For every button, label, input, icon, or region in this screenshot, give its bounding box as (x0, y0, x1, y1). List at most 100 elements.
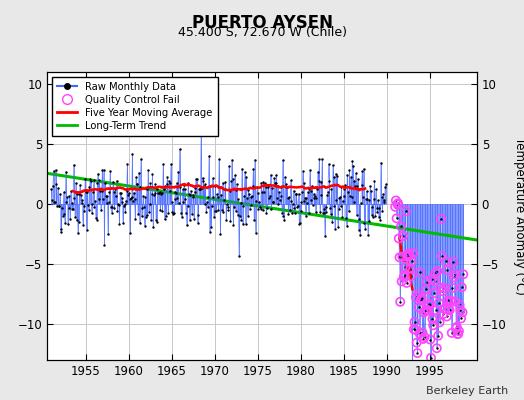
Point (192, 175, 200, 182)
Point (105, 199, 113, 205)
Point (432, 307, 440, 313)
Point (294, 191, 303, 197)
Point (349, 163, 357, 170)
Point (110, 189, 118, 195)
Point (401, 264, 409, 270)
Point (312, 194, 321, 201)
Point (436, 284, 444, 291)
Point (173, 194, 182, 201)
Point (64, 220, 72, 227)
Point (421, 308, 430, 314)
Point (302, 195, 311, 202)
Point (70, 195, 79, 202)
Point (330, 174, 338, 180)
Point (76, 182, 84, 188)
Point (394, 200, 402, 206)
Point (404, 250, 412, 257)
Point (114, 201, 122, 207)
Point (398, 254, 407, 260)
Point (194, 212, 202, 218)
Point (262, 210, 270, 216)
Point (208, 203, 216, 210)
Point (424, 307, 432, 314)
Point (146, 180, 155, 186)
Point (176, 146, 184, 152)
Point (371, 212, 379, 219)
Point (56, 190, 64, 197)
Point (98, 167, 106, 174)
Point (221, 186, 229, 192)
Point (391, 204, 399, 210)
Point (418, 294, 426, 301)
Point (342, 222, 351, 229)
Point (91, 198, 100, 204)
Point (443, 267, 452, 273)
Point (151, 181, 159, 187)
Point (124, 192, 132, 198)
Point (322, 204, 330, 211)
Point (64, 204, 73, 211)
Point (418, 329, 427, 336)
Point (125, 196, 134, 202)
Point (378, 207, 387, 214)
Point (410, 326, 418, 332)
Point (144, 167, 152, 173)
Point (431, 270, 440, 277)
Point (152, 217, 160, 224)
Point (340, 186, 348, 192)
Point (402, 208, 410, 214)
Point (367, 212, 376, 218)
Point (455, 302, 464, 308)
Point (245, 191, 253, 198)
Point (84, 202, 92, 208)
Point (326, 205, 334, 212)
Point (131, 216, 139, 222)
Point (443, 313, 451, 320)
Point (457, 315, 465, 322)
Point (134, 211, 143, 218)
Point (107, 204, 115, 210)
Point (331, 226, 339, 232)
Point (451, 298, 459, 305)
Point (301, 195, 309, 202)
Point (352, 212, 361, 218)
Point (346, 193, 354, 199)
Point (204, 193, 213, 200)
Point (92, 215, 100, 221)
Point (458, 309, 467, 316)
Point (236, 199, 245, 206)
Point (456, 307, 465, 313)
Point (73, 191, 81, 198)
Point (186, 192, 194, 198)
Point (373, 209, 381, 216)
Point (428, 276, 436, 282)
Point (348, 158, 356, 164)
Point (438, 288, 446, 294)
Point (449, 285, 457, 291)
Point (127, 195, 135, 202)
Point (306, 167, 314, 174)
Point (355, 216, 364, 222)
Point (206, 182, 215, 189)
Point (305, 186, 313, 192)
Point (201, 200, 209, 207)
Point (172, 180, 181, 186)
Point (213, 194, 222, 200)
Point (405, 253, 413, 259)
Point (217, 207, 226, 213)
Point (401, 264, 409, 270)
Point (324, 189, 332, 195)
Point (129, 189, 138, 196)
Point (381, 184, 389, 190)
Point (445, 307, 454, 313)
Point (419, 336, 428, 342)
Point (100, 242, 108, 248)
Point (288, 210, 296, 216)
Point (143, 186, 151, 193)
Point (232, 187, 241, 193)
Point (289, 187, 298, 194)
Point (74, 230, 82, 236)
Point (420, 309, 428, 316)
Point (323, 192, 331, 198)
Point (301, 213, 310, 219)
